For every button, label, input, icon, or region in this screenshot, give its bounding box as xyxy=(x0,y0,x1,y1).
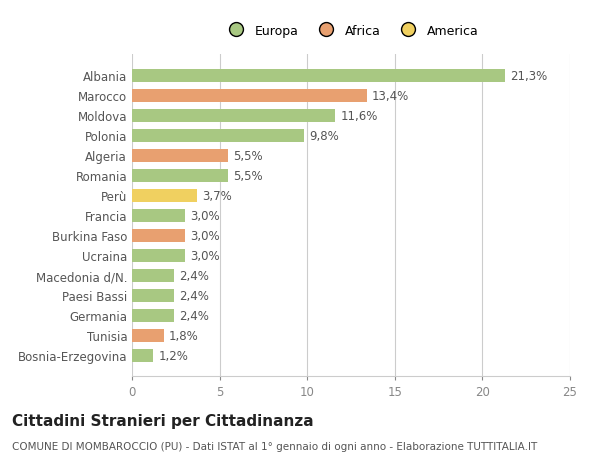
Text: 5,5%: 5,5% xyxy=(233,169,263,182)
Bar xyxy=(132,349,153,362)
Bar xyxy=(132,249,185,262)
Bar xyxy=(132,150,229,162)
Text: 1,8%: 1,8% xyxy=(169,329,199,342)
Bar xyxy=(132,129,304,142)
Text: 2,4%: 2,4% xyxy=(179,309,209,322)
Text: 3,0%: 3,0% xyxy=(190,209,220,222)
Bar xyxy=(132,329,164,342)
Bar xyxy=(132,189,197,202)
Legend: Europa, Africa, America: Europa, Africa, America xyxy=(218,20,484,43)
Bar xyxy=(132,70,505,83)
Text: 21,3%: 21,3% xyxy=(511,70,548,83)
Text: 2,4%: 2,4% xyxy=(179,289,209,302)
Text: 2,4%: 2,4% xyxy=(179,269,209,282)
Text: 3,0%: 3,0% xyxy=(190,249,220,262)
Text: Cittadini Stranieri per Cittadinanza: Cittadini Stranieri per Cittadinanza xyxy=(12,413,314,428)
Bar xyxy=(132,169,229,182)
Text: 13,4%: 13,4% xyxy=(372,90,409,103)
Text: COMUNE DI MOMBAROCCIO (PU) - Dati ISTAT al 1° gennaio di ogni anno - Elaborazion: COMUNE DI MOMBAROCCIO (PU) - Dati ISTAT … xyxy=(12,441,537,451)
Text: 3,7%: 3,7% xyxy=(202,189,232,202)
Bar xyxy=(132,269,174,282)
Text: 1,2%: 1,2% xyxy=(158,349,188,362)
Text: 9,8%: 9,8% xyxy=(309,129,339,142)
Bar xyxy=(132,309,174,322)
Bar xyxy=(132,110,335,123)
Bar xyxy=(132,90,367,102)
Bar xyxy=(132,209,185,222)
Text: 5,5%: 5,5% xyxy=(233,150,263,162)
Text: 3,0%: 3,0% xyxy=(190,229,220,242)
Bar xyxy=(132,289,174,302)
Text: 11,6%: 11,6% xyxy=(340,110,378,123)
Bar xyxy=(132,229,185,242)
